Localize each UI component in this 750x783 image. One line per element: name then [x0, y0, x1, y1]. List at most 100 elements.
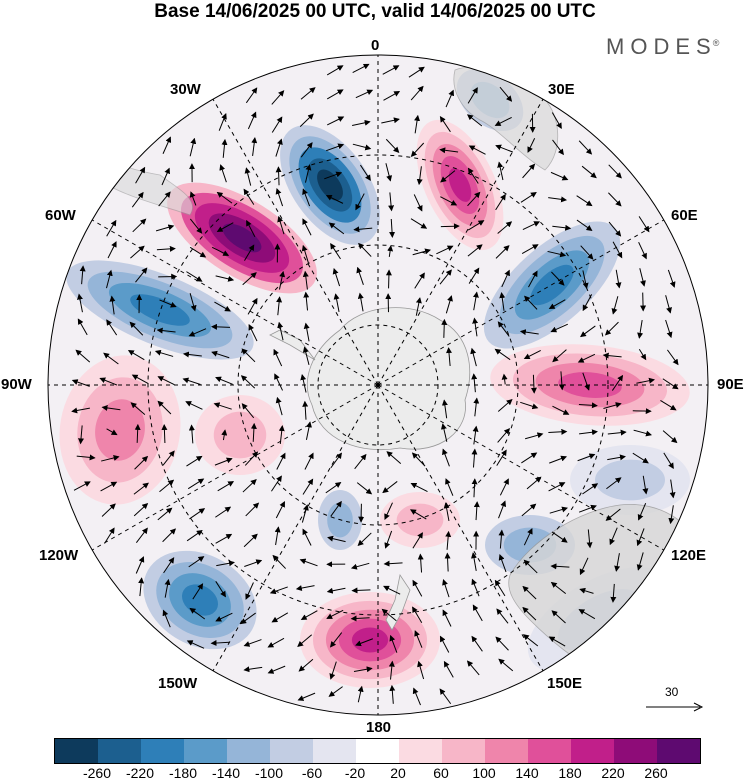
wind-arrow: [520, 191, 537, 203]
wind-arrow: [326, 143, 345, 152]
wind-arrow: [495, 193, 506, 211]
colorbar-tick-label: 220: [601, 765, 625, 781]
wind-arrow: [157, 507, 173, 521]
wind-arrow: [295, 585, 315, 591]
wind-arrow: [445, 295, 453, 314]
wind-arrow: [109, 295, 116, 315]
wind-arrow: [576, 219, 593, 231]
wind-arrow: [523, 559, 538, 574]
wind-arrow: [638, 348, 647, 361]
wind-arrow: [468, 267, 480, 284]
wind-arrow: [383, 560, 403, 567]
wind-arrow: [639, 268, 646, 287]
wind-arrow: [135, 527, 148, 543]
wind-arrow: [498, 658, 514, 672]
wind-arrow: [106, 428, 118, 436]
colorbar-swatch: [141, 739, 184, 763]
brand-mark: ®: [712, 37, 720, 48]
wind-scale-label: 30: [665, 685, 679, 699]
wind-arrow: [528, 270, 538, 288]
wind-arrow: [186, 455, 203, 467]
wind-arrow: [76, 454, 96, 461]
wind-arrow: [385, 163, 393, 182]
wind-arrow: [550, 581, 567, 595]
wind-arrow: [608, 192, 622, 207]
wind-arrow: [471, 373, 478, 393]
wind-arrow: [250, 422, 257, 442]
wind-arrow: [551, 112, 562, 130]
wind-arrow: [77, 318, 88, 336]
wind-arrow: [443, 502, 450, 522]
wind-arrow: [499, 292, 506, 311]
wind-arrow: [524, 295, 538, 310]
wind-arrow: [189, 246, 207, 258]
wind-arrow: [472, 291, 479, 311]
wind-arrow: [188, 424, 195, 444]
wind-arrow: [330, 500, 342, 517]
wind-arrow: [356, 482, 373, 495]
wind-arrow: [610, 583, 617, 603]
wind-arrow: [580, 325, 596, 338]
wind-arrow: [267, 637, 285, 648]
wind-arrow: [131, 191, 144, 208]
wind-arrow: [277, 321, 284, 341]
wind-arrow: [210, 640, 230, 647]
wind-arrow: [445, 478, 454, 496]
wind-arrow: [550, 323, 568, 333]
wind-arrow: [269, 586, 288, 595]
wind-arrow: [352, 119, 371, 127]
wind-arrow: [299, 113, 314, 128]
wind-arrow: [299, 558, 318, 567]
wind-arrow: [494, 116, 512, 126]
wind-arrow: [251, 137, 258, 156]
wind-arrow: [75, 349, 91, 363]
wind-arrow: [602, 352, 622, 359]
wind-arrow: [241, 403, 255, 419]
wind-arrow: [440, 170, 456, 183]
wind-arrow: [389, 634, 398, 653]
wind-arrow: [277, 215, 285, 235]
wind-arrow: [164, 578, 171, 598]
colorbar: [54, 738, 701, 764]
wind-arrow: [243, 533, 258, 548]
wind-arrow: [582, 270, 589, 290]
wind-arrow: [162, 609, 171, 628]
wind-arrow: [441, 318, 448, 338]
wind-arrow: [471, 448, 478, 468]
wind-arrow: [523, 350, 541, 360]
wind-arrow: [549, 455, 568, 464]
wind-arrow: [388, 660, 395, 680]
wind-arrow: [409, 509, 427, 520]
wind-arrow: [389, 684, 396, 704]
wind-arrow: [188, 556, 205, 568]
label-60e: 60E: [671, 207, 698, 224]
wind-arrow: [221, 429, 228, 441]
lat-lon-grid: [48, 55, 708, 715]
wind-arrow: [242, 479, 257, 493]
wind-arrow: [413, 194, 423, 212]
wind-arrow: [104, 527, 115, 544]
wind-arrow: [243, 188, 255, 205]
wind-arrow: [330, 242, 341, 260]
wind-arrow: [473, 397, 480, 417]
wind-arrow: [637, 502, 647, 521]
wind-arrow: [520, 401, 539, 410]
wind-arrow: [214, 301, 231, 312]
wind-arrow: [302, 270, 309, 290]
colorbar-tick-label: 60: [433, 765, 449, 781]
wind-arrow: [278, 425, 285, 444]
wind-arrow: [669, 479, 676, 499]
wind-arrow: [665, 319, 673, 339]
wind-arrow: [211, 323, 231, 330]
wind-arrow: [187, 478, 205, 490]
wind-arrow: [586, 529, 593, 549]
wind-arrow: [189, 607, 206, 620]
wind-arrow: [216, 222, 234, 232]
wind-arrow: [275, 166, 282, 186]
wind-arrow: [100, 481, 118, 492]
colorbar-swatch: [485, 739, 528, 763]
wind-arrow: [615, 269, 622, 289]
wind-arrow: [466, 660, 480, 676]
wind-arrow: [248, 323, 258, 342]
meridian-line: [83, 214, 379, 386]
